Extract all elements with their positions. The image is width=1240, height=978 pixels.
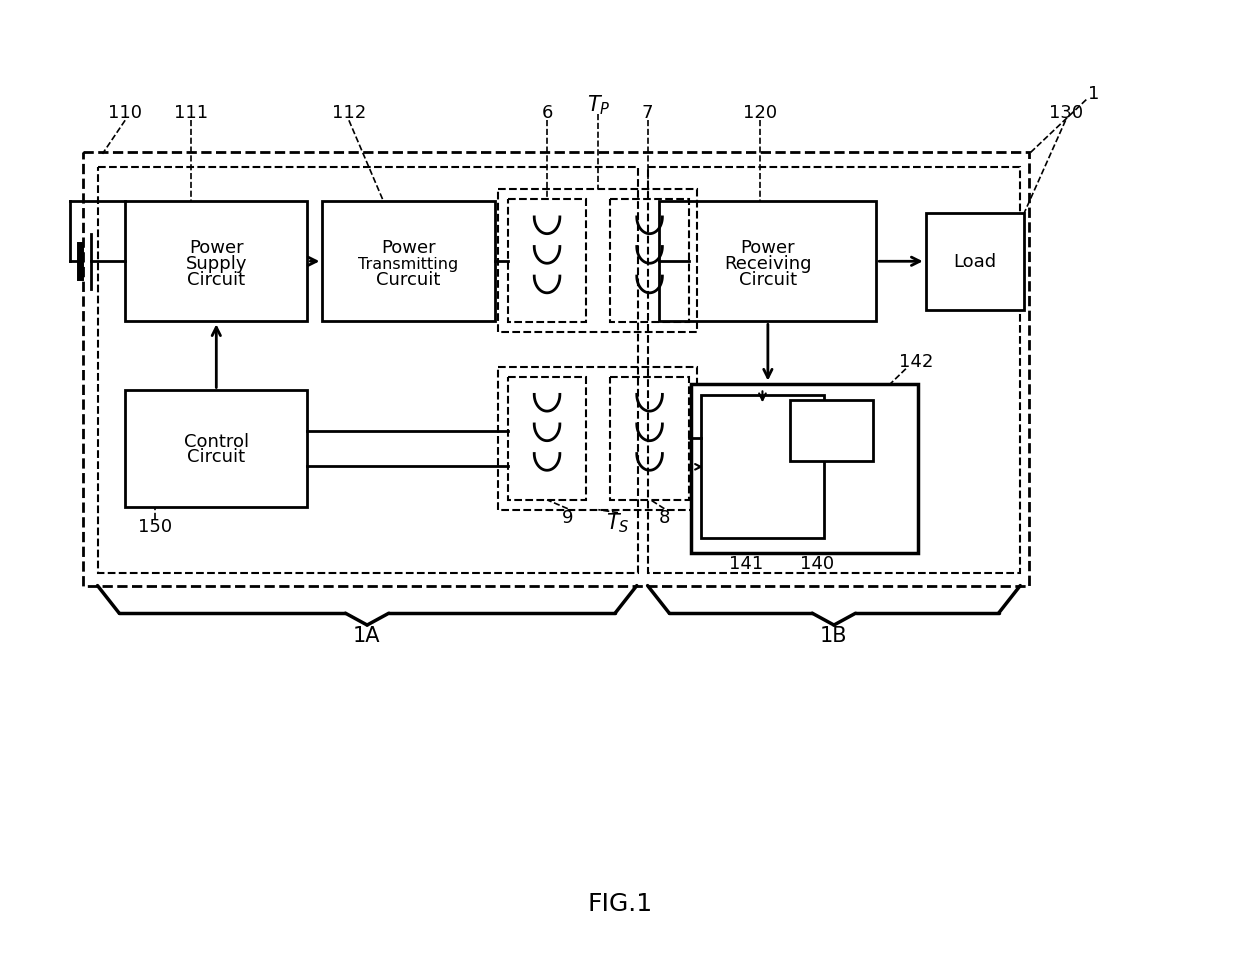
Text: FIG.1: FIG.1 [588, 891, 652, 915]
Text: 8: 8 [658, 509, 670, 526]
Text: 112: 112 [332, 105, 366, 122]
Text: Power: Power [188, 240, 243, 257]
Bar [701, 396, 825, 539]
Bar [322, 201, 495, 322]
Text: $T_P$: $T_P$ [587, 94, 610, 117]
Bar [691, 384, 918, 554]
Text: Power: Power [381, 240, 435, 257]
Bar [83, 153, 1029, 586]
Bar [925, 214, 1024, 310]
Text: 9: 9 [562, 509, 574, 526]
Bar [507, 378, 587, 501]
Bar [125, 391, 308, 508]
Text: 110: 110 [108, 105, 143, 122]
Text: 140: 140 [800, 555, 835, 572]
Text: 7: 7 [642, 105, 653, 122]
Text: Curcuit: Curcuit [377, 271, 440, 289]
Text: 130: 130 [1049, 105, 1083, 122]
Text: Circuit: Circuit [187, 448, 246, 466]
Text: 6: 6 [542, 105, 553, 122]
Text: 120: 120 [743, 105, 777, 122]
Text: Circuit: Circuit [187, 271, 246, 289]
Text: 142: 142 [899, 352, 932, 371]
Bar [610, 378, 689, 501]
Bar [497, 190, 697, 333]
Text: 111: 111 [174, 105, 208, 122]
Bar [497, 368, 697, 511]
Text: Control: Control [184, 432, 249, 450]
Bar [610, 200, 689, 323]
Text: Load: Load [954, 253, 997, 271]
Bar [660, 201, 877, 322]
Text: $T_S$: $T_S$ [606, 511, 630, 535]
Text: 1B: 1B [820, 625, 848, 645]
Text: 1: 1 [1087, 85, 1099, 103]
Bar [98, 167, 637, 573]
Text: 141: 141 [729, 555, 764, 572]
Text: 1A: 1A [353, 625, 381, 645]
Text: 150: 150 [138, 518, 172, 536]
Text: Circuit: Circuit [739, 271, 797, 289]
Text: Transmitting: Transmitting [358, 256, 459, 272]
Bar [125, 201, 308, 322]
Text: Power: Power [740, 240, 795, 257]
Bar [647, 167, 1021, 573]
Text: Supply: Supply [186, 255, 247, 273]
Bar [790, 401, 873, 462]
Bar [507, 200, 587, 323]
Text: Receiving: Receiving [724, 255, 812, 273]
